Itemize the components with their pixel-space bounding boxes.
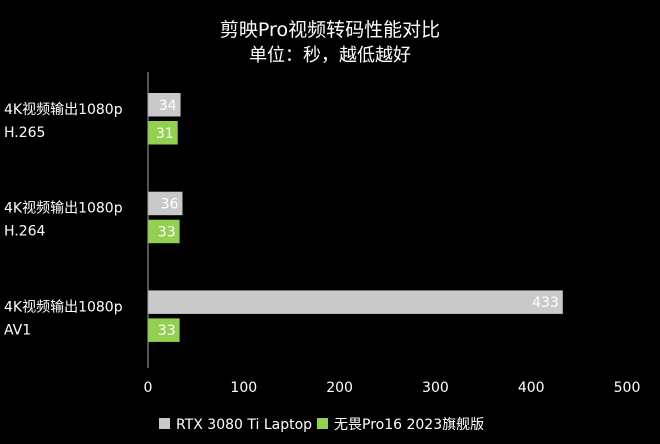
- bar-1-2: [148, 191, 183, 216]
- chart-subtitle: 单位：秒，越低越好: [249, 45, 411, 66]
- bar-1-3: [148, 290, 563, 314]
- x-tick-400: 400: [518, 380, 545, 396]
- x-tick-0: 0: [144, 380, 153, 396]
- data-label-2-2: 33: [158, 224, 176, 240]
- legend-swatch-series-2: [317, 418, 328, 429]
- category-label-3-line-2: AV1: [4, 322, 31, 338]
- bar-2-3: [148, 318, 180, 342]
- chart-title: 剪映Pro视频转码性能对比: [220, 19, 440, 41]
- data-label-1-1: 34: [159, 98, 177, 114]
- legend: RTX 3080 Ti Laptop 无畏Pro16 2023旗舰版: [159, 417, 484, 433]
- x-tick-300: 300: [422, 380, 449, 396]
- data-label-2-1: 31: [156, 126, 174, 142]
- x-tick-100: 100: [230, 380, 257, 396]
- legend-label-series-1: RTX 3080 Ti Laptop: [176, 417, 312, 433]
- x-tick-200: 200: [326, 380, 353, 396]
- legend-swatch-series-1: [159, 418, 170, 429]
- x-tick-500: 500: [614, 380, 641, 396]
- category-labels: 4K视频输出1080p H.265 4K视频输出1080p H.264 4K视频输出10…: [4, 102, 123, 338]
- data-label-1-3: 433: [532, 295, 559, 311]
- bar-2-2: [148, 219, 180, 244]
- category-label-1-line-2: H.265: [4, 125, 45, 141]
- bars: [148, 93, 563, 342]
- bar-1-1: [148, 93, 181, 117]
- bar-2-1: [148, 121, 178, 145]
- data-label-2-3: 33: [158, 323, 176, 339]
- data-label-1-2: 36: [161, 196, 179, 212]
- data-labels: 34 31 36 33 433 33: [156, 98, 559, 339]
- category-label-1-line-1: 4K视频输出1080p: [4, 102, 123, 118]
- legend-label-series-2: 无畏Pro16 2023旗舰版: [334, 417, 484, 433]
- category-label-2-line-2: H.264: [4, 224, 46, 240]
- x-tick-labels: 0 100 200 300 400 500: [144, 380, 641, 396]
- category-label-2-line-1: 4K视频输出1080p: [4, 201, 123, 217]
- category-label-3-line-1: 4K视频输出1080p: [4, 299, 123, 315]
